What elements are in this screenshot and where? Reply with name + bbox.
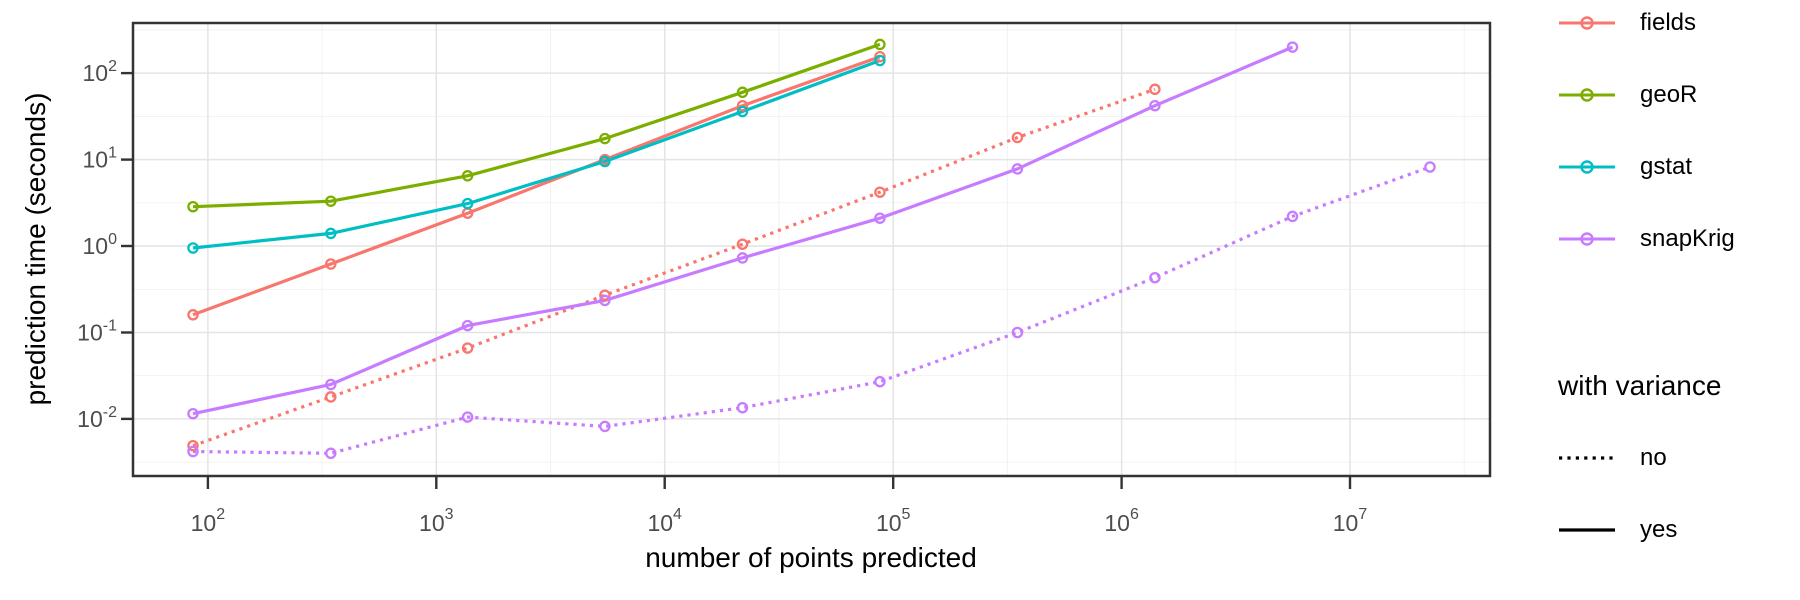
x-tick-label: 105: [876, 506, 911, 536]
x-tick-label: 107: [1333, 506, 1368, 536]
x-axis-title: number of points predicted: [645, 542, 977, 573]
series-points-geoR-variance-yes: [187, 38, 886, 213]
legend-label: fields: [1640, 9, 1697, 36]
legend-item-yes-variance: yes: [1558, 494, 1721, 566]
series-line-snapKrig-variance-yes: [192, 45, 1294, 416]
grid-major: [133, 23, 1490, 476]
y-tick-label: 101: [83, 145, 118, 173]
series-line-snapKrig-variance-no: [192, 165, 1431, 455]
y-tick-label: 102: [83, 58, 118, 86]
series-line-fields-variance-yes: [192, 55, 881, 317]
legend-key-line-circle-icon: [1559, 16, 1615, 30]
y-axis-title: prediction time (seconds): [20, 92, 51, 406]
series-line-fields-variance-no: [192, 87, 1156, 448]
legend-label: snapKrig: [1640, 225, 1735, 252]
legend-label: geoR: [1640, 81, 1698, 108]
panel-background: [133, 23, 1490, 476]
legend-label: no: [1640, 444, 1667, 471]
legend-label: yes: [1640, 516, 1678, 543]
package-legend: fields geoR gstat snapKrig: [1558, 0, 1735, 275]
legend-item-gstat: gstat: [1558, 131, 1735, 203]
series-line-gstat-variance-yes: [192, 58, 881, 250]
legend-item-no-variance: no: [1558, 422, 1721, 494]
x-tick-label: 102: [191, 506, 226, 536]
series-points-gstat-variance-yes: [187, 54, 886, 254]
panel-border: [131, 21, 1492, 478]
legend-key-line-circle-icon: [1559, 88, 1615, 102]
legend-item-snapKrig: snapKrig: [1558, 203, 1735, 275]
series-line-geoR-variance-yes: [192, 42, 881, 209]
x-tick-label: 103: [419, 506, 454, 536]
legend-key-dotted-line-icon: [1559, 456, 1615, 460]
legend-item-geoR: geoR: [1558, 59, 1735, 131]
legend-key-line-circle-icon: [1559, 160, 1615, 174]
legend-label: gstat: [1640, 153, 1693, 180]
y-tick-label: 100: [83, 231, 118, 259]
legend-item-fields: fields: [1558, 0, 1735, 59]
series-points-snapKrig-variance-yes: [187, 41, 1299, 420]
axis-ticks: [121, 71, 1352, 489]
y-tick-label: 10-2: [77, 404, 117, 432]
grid-minor: [133, 23, 1490, 476]
legend-key-line-circle-icon: [1559, 232, 1615, 246]
series-points-snapKrig-variance-no: [187, 161, 1436, 460]
y-tick-label: 10-1: [77, 318, 117, 346]
legend-key-solid-line-icon: [1559, 528, 1615, 532]
series-points-fields-variance-no: [187, 83, 1161, 452]
x-tick-label: 106: [1104, 506, 1139, 536]
x-tick-label: 104: [647, 506, 682, 536]
variance-legend: with variance no yes: [1558, 350, 1721, 566]
variance-legend-title: with variance: [1558, 370, 1722, 401]
